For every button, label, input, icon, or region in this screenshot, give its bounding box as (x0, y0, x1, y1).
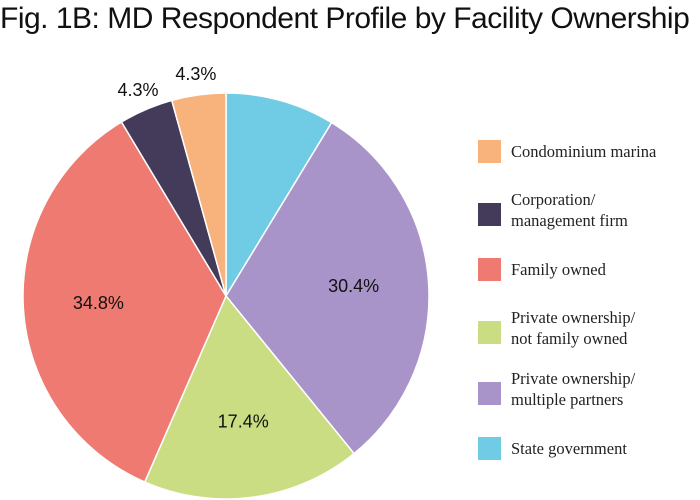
legend-label: Corporation/management firm (511, 190, 628, 230)
legend-label: Private ownership/not family owned (511, 308, 636, 348)
legend-swatch (478, 321, 501, 344)
legend-label: Family owned (511, 260, 606, 279)
data-label-private-ownership-not-family-owned: 17.4% (218, 411, 269, 431)
legend-swatch (478, 382, 501, 405)
pie-slice-state-government (225, 92, 333, 299)
legend-swatch (478, 437, 501, 460)
legend-label: Private ownership/multiple partners (511, 369, 636, 409)
legend-swatch (478, 140, 501, 163)
data-label-private-ownership-multiple-partners: 30.4% (328, 276, 379, 296)
pie-slice-private-ownership-multiple-partners (225, 121, 430, 455)
pie-slice-private-ownership-not-family-owned (143, 294, 356, 500)
legend-label: State government (511, 439, 627, 458)
chart-title: Fig. 1B: MD Respondent Profile by Facili… (0, 2, 690, 35)
data-label-family-owned: 34.8% (73, 293, 124, 313)
data-label-condominium-marina: 4.3% (175, 64, 216, 84)
data-label-corporation-management-firm: 4.3% (117, 80, 158, 100)
legend-swatch (478, 203, 501, 226)
pie-slice-condominium-marina (170, 92, 227, 297)
legend-swatch (478, 258, 501, 281)
legend-label: Condominium marina (511, 142, 657, 161)
